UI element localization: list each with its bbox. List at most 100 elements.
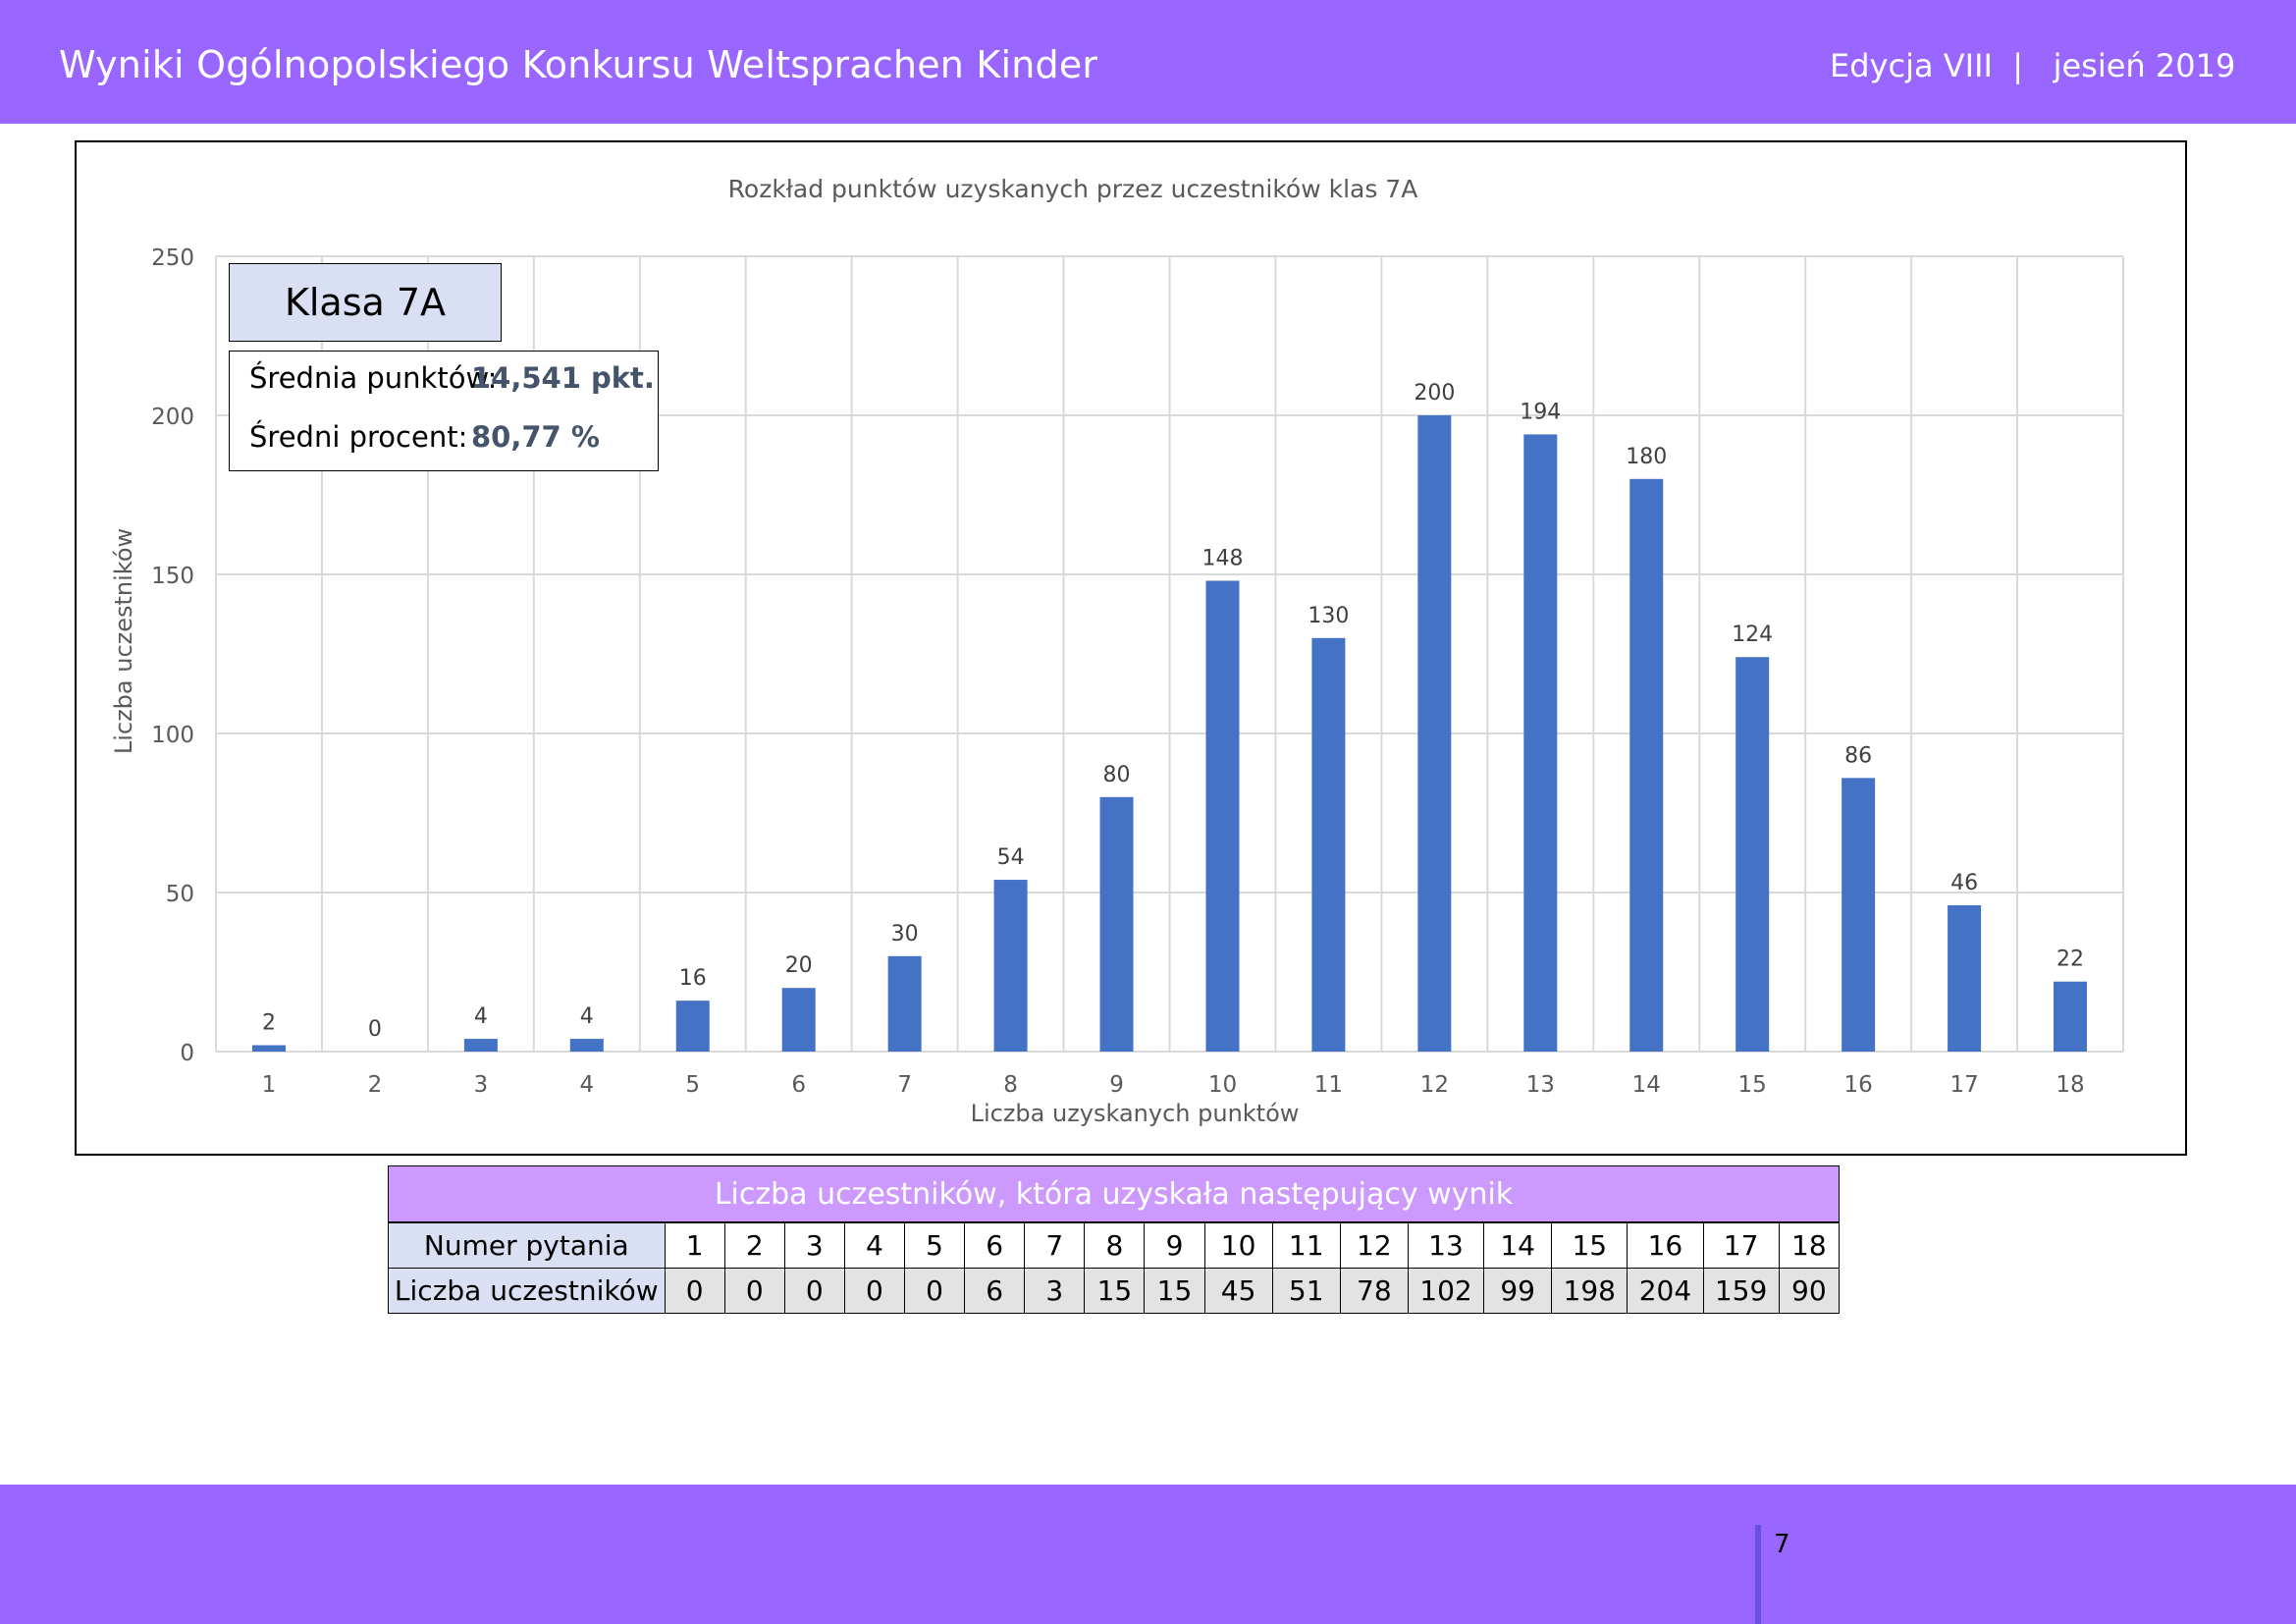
question-number-cell: 10 [1203,1222,1273,1269]
bar [1842,778,1876,1052]
question-number-cell: 7 [1024,1222,1086,1269]
avg-points-label: Średnia punktów: [249,361,498,395]
avg-points-value: 14,541 pkt. [471,361,655,395]
question-number-cell: 14 [1483,1222,1553,1269]
participant-count-cell: 159 [1702,1268,1780,1314]
avg-percent-value: 80,77 % [471,420,600,454]
bar-data-label: 180 [1626,445,1667,469]
bar [1629,478,1664,1052]
question-number-cell: 4 [843,1222,906,1269]
bar-data-label: 148 [1201,546,1243,570]
chart-title: Rozkład punktów uzyskanych przez uczestn… [728,175,1418,203]
participant-count-cell: 45 [1203,1268,1273,1314]
bar-data-label: 0 [368,1017,382,1042]
question-number-cell: 5 [903,1222,966,1269]
participant-count-row: Liczba uczestników 0 0 0 0 0 6 3 15 15 45 51 78 102 9… [388,1268,1841,1314]
avg-percent-label: Średni procent: [249,420,468,454]
x-tick-label: 10 [1208,1072,1237,1098]
bar-data-label: 22 [2056,947,2084,972]
participant-count-cell: 0 [843,1268,906,1314]
page-header: Wyniki Ogólnopolskiego Konkursu Weltspra… [0,0,2296,124]
bar-data-label: 194 [1520,400,1561,424]
table-caption: Liczba uczestników, która uzyskała nastę… [388,1165,1840,1222]
x-tick-label: 5 [685,1072,700,1098]
bar-data-label: 16 [679,966,707,991]
x-tick-label: 3 [474,1072,489,1098]
question-number-cell: 2 [723,1222,785,1269]
bar-data-label: 4 [580,1004,594,1029]
bar [675,1001,710,1052]
x-tick-label: 6 [791,1072,806,1098]
bar [887,955,922,1052]
x-tick-label: 7 [897,1072,912,1098]
question-number-row: Numer pytania 1 2 3 4 5 6 7 8 9 10 11 12 13 14 15 16 17 1… [388,1222,1841,1269]
bar [1099,796,1134,1052]
participant-count-cell: 90 [1778,1268,1841,1314]
class-label-box: Klasa 7A [229,263,502,342]
y-tick-label: 0 [180,1041,194,1066]
edition-label: Edycja VIII | jesień 2019 [1830,47,2236,84]
x-tick-label: 8 [1003,1072,1018,1098]
participant-count-cell: 0 [783,1268,845,1314]
bar [993,880,1028,1052]
x-tick-label: 9 [1109,1072,1124,1098]
bar-data-label: 2 [262,1011,276,1036]
question-number-cell: 16 [1627,1222,1704,1269]
stats-box: Średnia punktów: 14,541 pkt. Średni proc… [229,351,659,471]
bar [569,1039,604,1052]
bar [1417,415,1452,1052]
x-tick-label: 13 [1526,1072,1555,1098]
bar-data-label: 80 [1103,763,1131,787]
bar [1735,657,1770,1052]
participant-count-cell: 15 [1084,1268,1146,1314]
question-number-cell: 3 [783,1222,845,1269]
participant-count-cell: 102 [1407,1268,1485,1314]
bar [1311,637,1346,1052]
bar-data-label: 30 [891,922,919,947]
participant-count-cell: 3 [1024,1268,1086,1314]
participant-count-cell: 0 [664,1268,725,1314]
question-number-cell: 12 [1339,1222,1409,1269]
question-number-cell: 18 [1778,1222,1841,1269]
row-label-counts: Liczba uczestników [388,1268,666,1314]
x-tick-label: 11 [1314,1072,1343,1098]
bar [463,1039,498,1052]
question-number-cell: 11 [1271,1222,1341,1269]
bar-data-label: 124 [1732,623,1773,647]
bar-data-label: 4 [474,1004,488,1029]
bar-data-label: 54 [997,845,1025,870]
x-tick-label: 14 [1632,1072,1661,1098]
x-tick-label: 15 [1738,1072,1767,1098]
avg-percent-row: Średni procent: 80,77 % [249,420,600,454]
x-tick-label: 1 [262,1072,277,1098]
question-number-cell: 9 [1144,1222,1205,1269]
x-axis-label: Liczba uzyskanych punktów [971,1100,1300,1127]
bar-data-label: 200 [1414,381,1455,406]
question-number-cell: 17 [1702,1222,1780,1269]
bar [2054,981,2088,1052]
question-number-cell: 1 [664,1222,725,1269]
bar-data-label: 130 [1308,604,1349,628]
results-table: Liczba uczestników, która uzyskała nastę… [388,1165,1841,1314]
x-tick-label: 4 [579,1072,594,1098]
bar [251,1045,286,1052]
page-footer [0,1485,2296,1624]
bar [1523,434,1558,1052]
y-tick-label: 250 [151,245,194,271]
bar-data-label: 20 [785,953,813,978]
bar [1948,904,1982,1052]
y-tick-label: 200 [151,405,194,430]
avg-points-row: Średnia punktów: 14,541 pkt. [249,361,655,395]
participant-count-cell: 51 [1271,1268,1341,1314]
y-tick-label: 50 [166,882,194,907]
x-tick-label: 12 [1420,1072,1449,1098]
bar-data-label: 86 [1844,743,1872,768]
x-tick-label: 17 [1949,1072,1978,1098]
row-label-questions: Numer pytania [388,1222,666,1269]
x-tick-label: 16 [1843,1072,1872,1098]
page-number: 7 [1774,1530,1790,1559]
participant-count-cell: 204 [1627,1268,1704,1314]
participant-count-cell: 0 [723,1268,785,1314]
y-axis-label: Liczba uczestników [110,528,137,754]
